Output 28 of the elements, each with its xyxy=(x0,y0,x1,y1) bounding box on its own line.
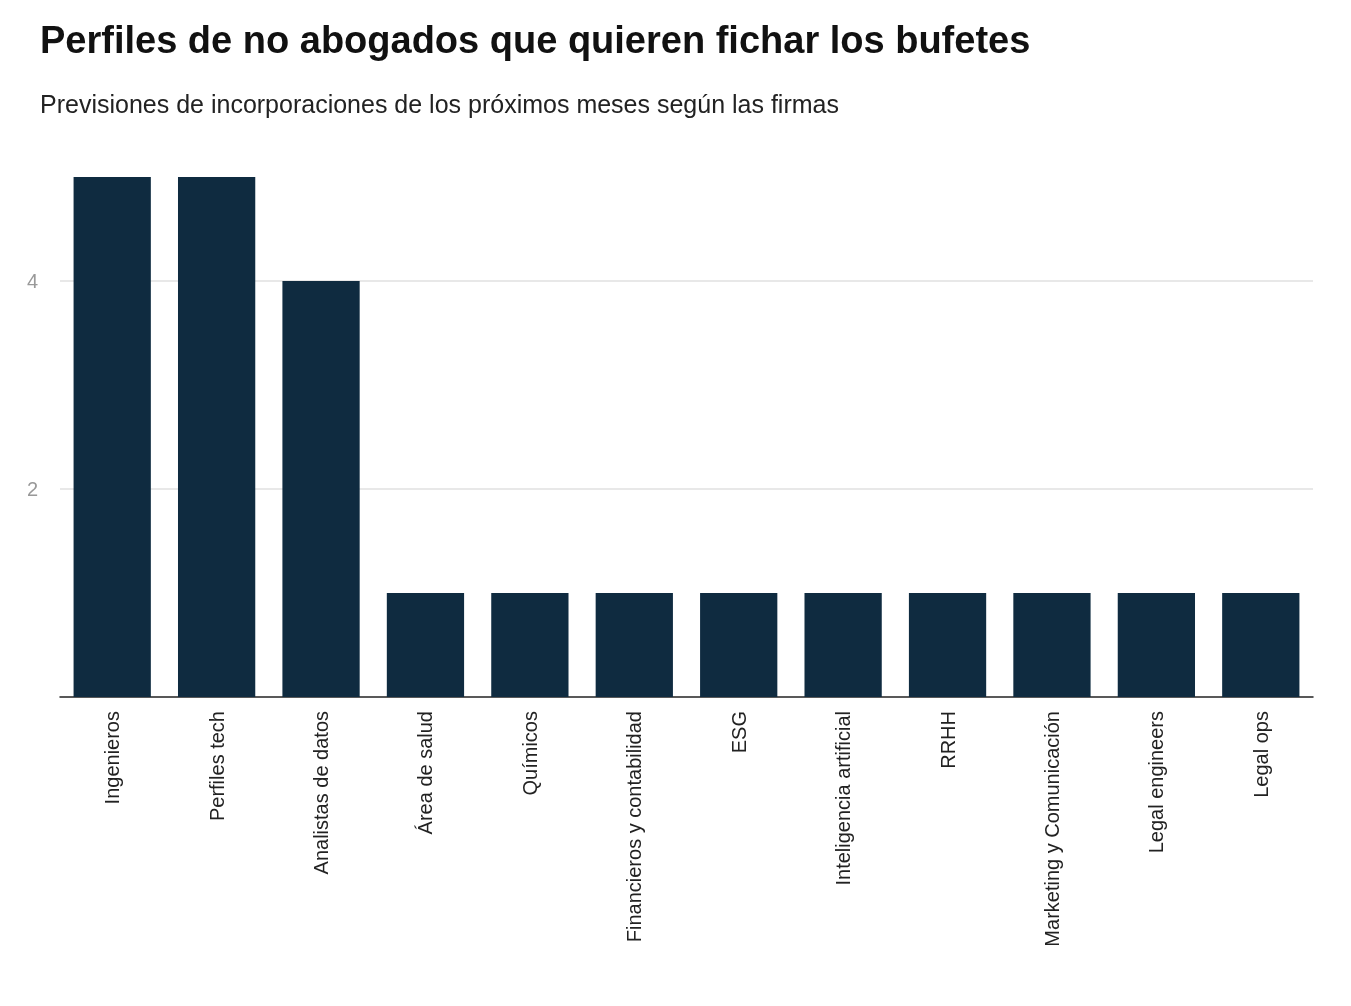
bar xyxy=(73,177,151,697)
y-tick-label: 2 xyxy=(26,478,38,500)
x-tick-label: Legal ops xyxy=(1249,711,1272,798)
bar xyxy=(1013,593,1091,697)
x-tick-label: Área de salud xyxy=(414,711,437,835)
x-tick-label: Legal engineers xyxy=(1145,711,1168,854)
bar xyxy=(491,593,569,697)
x-tick-label: RRHH xyxy=(936,711,959,769)
bar xyxy=(595,593,673,697)
bar xyxy=(1117,593,1196,697)
y-tick-label: 4 xyxy=(26,270,38,292)
bar xyxy=(1222,593,1300,697)
chart-title: Perfiles de no abogados que quieren fichar los bufetes xyxy=(40,19,1031,61)
x-tick-label: Financieros y contabilidad xyxy=(623,711,646,943)
chart-subtitle: Previsiones de incorporaciones de los próximos meses según las firmas xyxy=(40,89,839,118)
x-tick-label: Inteligencia artificial xyxy=(832,711,855,886)
x-tick-label: Marketing y Comunicación xyxy=(1040,711,1063,947)
x-tick-label: Químicos xyxy=(518,711,541,796)
x-tick-label: ESG xyxy=(727,711,750,754)
bar xyxy=(386,593,465,697)
bar xyxy=(804,593,882,697)
bar xyxy=(908,593,987,697)
x-tick-label: Analistas de datos xyxy=(310,711,333,875)
x-tick-label: Ingenieros xyxy=(101,711,124,805)
x-tick-label: Perfiles tech xyxy=(205,711,228,822)
bar xyxy=(282,281,360,697)
bar xyxy=(700,593,778,697)
bar xyxy=(177,177,256,697)
